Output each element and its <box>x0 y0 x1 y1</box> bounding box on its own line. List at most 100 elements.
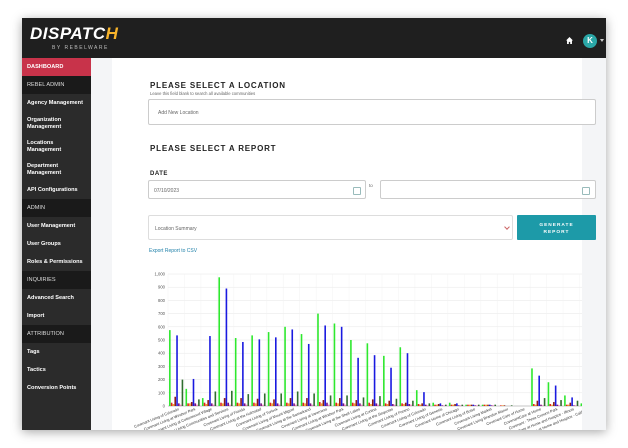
bar-total-qualified-forms <box>454 404 456 406</box>
report-heading: PLEASE SELECT A REPORT <box>150 144 277 153</box>
bar-qualified <box>296 391 299 406</box>
y-tick-label: 1,000 <box>155 272 166 277</box>
bar-total-untagged-forms <box>222 403 224 406</box>
bar-total-qualified-forms <box>487 404 489 406</box>
bar-total-untagged-calls <box>326 402 328 406</box>
bar-total-untagged-forms <box>567 404 570 406</box>
sidebar-item-attribution[interactable]: ATTRIBUTION <box>22 325 91 343</box>
sidebar-item-tactics[interactable]: Tactics <box>27 367 46 373</box>
sidebar-item-locations-management[interactable]: Locations Management <box>27 139 62 153</box>
bar-total <box>531 368 533 406</box>
report-type-select[interactable]: Location Summary <box>148 215 513 240</box>
bar-total-qualified-calls <box>229 404 231 406</box>
sidebar-item-user-groups[interactable]: User Groups <box>27 241 61 247</box>
bar-qualified <box>543 398 546 406</box>
main-content: PLEASE SELECT A LOCATION Leave this fiel… <box>112 58 596 430</box>
bar-total-untagged-calls <box>441 405 444 406</box>
sidebar-item-api-configurations[interactable]: API Configurations <box>27 187 78 193</box>
bar-total-calls <box>373 355 376 406</box>
sidebar-item-agency-management[interactable]: Agency Management <box>27 100 83 106</box>
bar-total-untagged-calls <box>293 403 295 406</box>
sidebar-item-advanced-search[interactable]: Advanced Search <box>27 295 74 301</box>
bar-qualified <box>280 393 282 406</box>
bar-total-qualified-calls <box>196 404 198 406</box>
export-csv-link[interactable]: Export Report to CSV <box>149 248 198 254</box>
bar-total-qualified-forms <box>421 403 423 406</box>
bar-total-untagged-calls <box>556 404 559 406</box>
y-tick-label: 600 <box>158 324 166 329</box>
bar-total-forms <box>335 402 338 406</box>
bar-total-untagged-forms <box>436 404 438 406</box>
bar-total-calls <box>456 403 458 406</box>
bar-total-qualified-calls <box>245 404 248 406</box>
location-hint: Leave this field blank to search all ava… <box>150 91 256 96</box>
bar-total <box>432 402 435 406</box>
sidebar-item-organization-management[interactable]: Organization Management <box>27 116 62 130</box>
sidebar-item-import[interactable]: Import <box>27 313 45 319</box>
dispatch-logo[interactable]: DISPATCH <box>30 24 119 43</box>
end-date-input[interactable] <box>380 180 596 199</box>
bar-total-untagged-forms <box>419 404 422 406</box>
generate-report-button[interactable]: GENERATE REPORT <box>517 215 596 240</box>
bar-total-qualified-calls <box>393 404 396 406</box>
sidebar-item-department-management[interactable]: Department Management <box>27 162 62 176</box>
sidebar-item-user-management[interactable]: User Management <box>27 223 76 229</box>
bar-total-untagged-calls <box>243 403 246 406</box>
bar-total-qualified-forms <box>322 400 325 406</box>
bar-total-qualified-forms <box>306 398 308 406</box>
sidebar-item-inquiries[interactable]: INQUIRIES <box>22 271 91 289</box>
bar-total-qualified-calls <box>344 404 347 406</box>
bar-qualified <box>198 399 200 406</box>
bar-total-forms <box>253 402 255 406</box>
bar-qualified <box>379 396 381 406</box>
bar-total-forms <box>417 404 420 406</box>
user-avatar[interactable]: K <box>583 34 597 48</box>
bar-total-qualified-calls <box>443 405 445 406</box>
sidebar-item-admin[interactable]: ADMIN <box>22 199 91 217</box>
bar-total-untagged-forms <box>238 403 241 406</box>
calendar-icon[interactable] <box>353 187 361 195</box>
bar-total-qualified-calls <box>541 405 544 406</box>
bar-qualified <box>461 404 464 406</box>
sidebar-item-rebel-admin[interactable]: REBEL ADMIN <box>22 76 91 94</box>
bar-total-qualified-forms <box>240 398 242 406</box>
bar-total-qualified-calls <box>492 405 495 406</box>
sidebar-item-conversion-points[interactable]: Conversion Points <box>27 385 77 391</box>
logo-subtitle: BY REBELWARE <box>52 45 109 51</box>
bar-total-calls <box>307 343 310 406</box>
sidebar-item-roles-permissions[interactable]: Roles & Permissions <box>27 259 83 265</box>
app-window: DISPATCH BY REBELWARE K DASHBOARD REBEL A… <box>22 18 606 430</box>
bar-total-calls <box>472 404 475 406</box>
bar-total-qualified-forms <box>553 402 555 406</box>
bar-total <box>547 382 550 406</box>
bar-total-calls <box>439 403 442 406</box>
top-bar: DISPATCH BY REBELWARE K <box>22 18 606 58</box>
start-date-input[interactable]: 07/10/2023 <box>148 180 366 199</box>
bar-total-untagged-forms <box>304 403 306 406</box>
bar-total <box>251 335 253 406</box>
sidebar: DASHBOARD REBEL ADMIN Agency Management Org… <box>22 58 91 430</box>
bar-total-untagged-forms <box>353 403 356 406</box>
y-tick-label: 700 <box>158 311 166 316</box>
bar-total-forms <box>549 404 552 406</box>
location-input[interactable]: Add New Location <box>148 99 596 125</box>
report-type-value: Location Summary <box>155 226 197 232</box>
calendar-icon[interactable] <box>582 187 590 195</box>
bar-qualified <box>395 398 398 406</box>
bar-total-calls <box>357 357 359 406</box>
bar-total-calls <box>258 339 261 406</box>
y-tick-label: 200 <box>158 377 166 382</box>
bar-total-untagged-forms <box>452 404 455 406</box>
bar-total <box>366 343 369 406</box>
bar-total-calls <box>340 326 343 406</box>
chevron-down-icon[interactable] <box>600 39 604 42</box>
bar-total-qualified-calls <box>278 404 281 406</box>
sidebar-item-tags[interactable]: Tags <box>27 349 40 355</box>
bar-qualified <box>329 395 332 406</box>
bar-total-untagged-calls <box>573 405 575 406</box>
bar-total <box>185 388 188 406</box>
home-icon[interactable] <box>566 37 573 44</box>
bar-total <box>415 390 418 406</box>
sidebar-item-dashboard[interactable]: DASHBOARD <box>22 58 91 76</box>
bar-total-calls <box>291 329 294 406</box>
